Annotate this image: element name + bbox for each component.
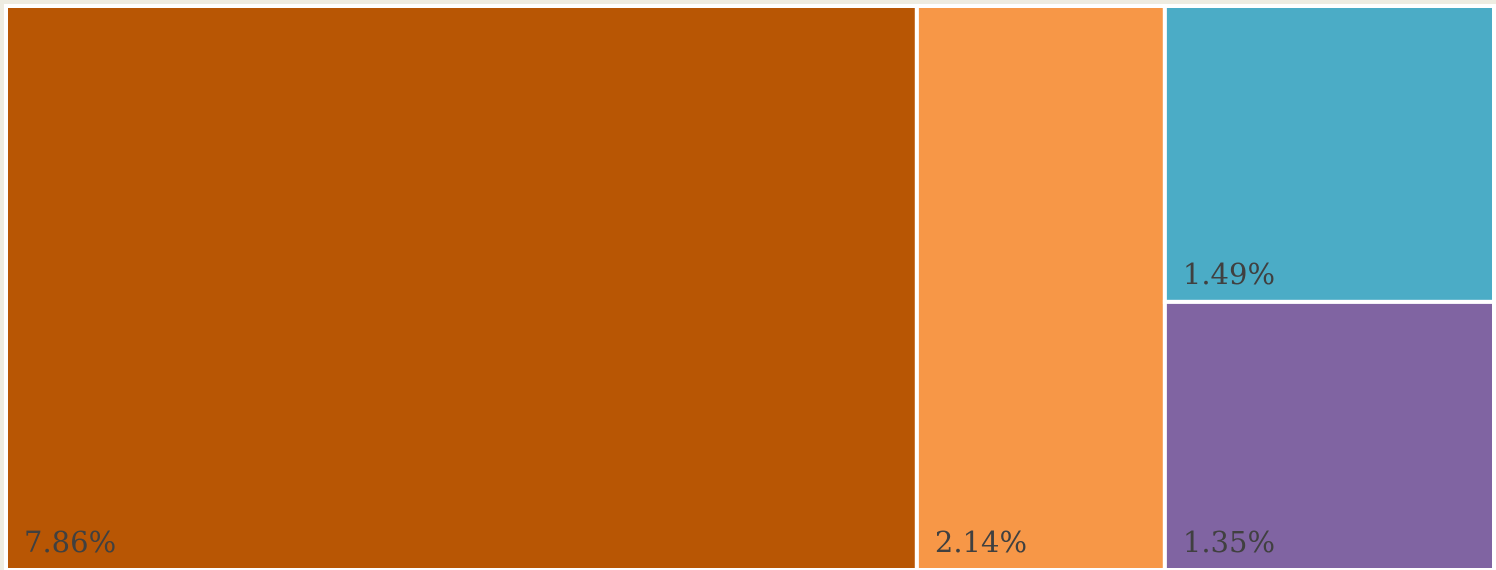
treemap-tile-label-2: 2.14%	[935, 525, 1027, 559]
treemap-tile-1	[4, 4, 919, 570]
treemap-tile-2	[914, 4, 1167, 570]
treemap-tile-label-3: 1.49%	[1183, 257, 1275, 291]
treemap-tile-3	[1162, 4, 1496, 304]
treemap-tiles: 7.86% 2.14% 1.49% 1.35%	[4, 4, 1496, 570]
treemap-tile-label-4: 1.35%	[1183, 525, 1275, 559]
treemap-tile-4	[1162, 299, 1496, 570]
treemap-tile-label-1: 7.86%	[24, 525, 116, 559]
